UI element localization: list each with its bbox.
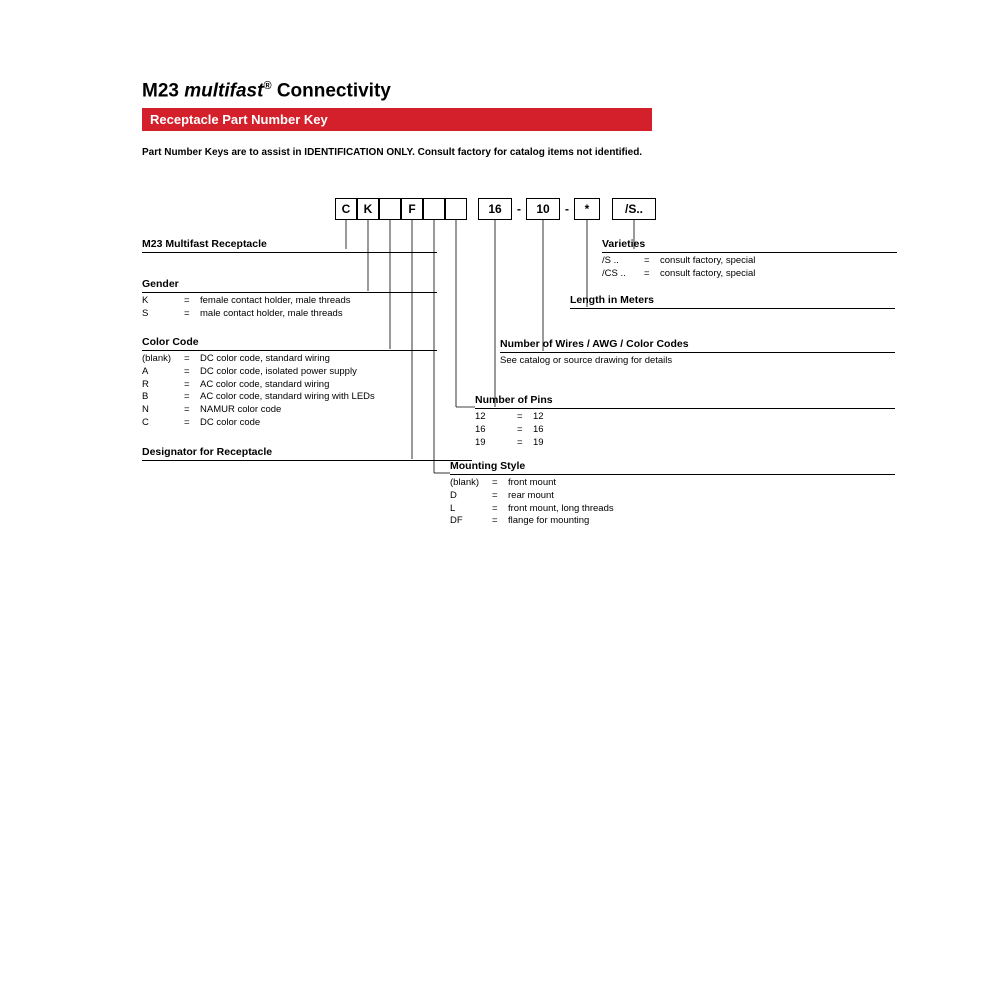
box-2 [379, 198, 401, 220]
sec-pins-body: 12=12 16=16 19=19 [475, 409, 895, 449]
sec-gender: Gender K=female contact holder, male thr… [142, 278, 437, 321]
sep-blank2 [600, 198, 612, 220]
sec-mounting-title: Mounting Style [450, 460, 895, 475]
box-3: F [401, 198, 423, 220]
box-6: 16 [478, 198, 512, 220]
sec-gender-body: K=female contact holder, male threads S=… [142, 293, 437, 321]
sec-m23: M23 Multifast Receptacle [142, 238, 437, 253]
sec-pins: Number of Pins 12=12 16=16 19=19 [475, 394, 895, 449]
box-7: 10 [526, 198, 560, 220]
box-5 [445, 198, 467, 220]
box-8: * [574, 198, 600, 220]
subtitle-bar: Receptacle Part Number Key [142, 108, 652, 131]
sec-varieties: Varieties /S ..=consult factory, special… [602, 238, 897, 281]
sec-varieties-title: Varieties [602, 238, 897, 253]
note-text: Part Number Keys are to assist in IDENTI… [142, 147, 902, 158]
sec-mounting-body: (blank)=front mount D=rear mount L=front… [450, 475, 895, 528]
box-9: /S.. [612, 198, 656, 220]
sec-colorcode-title: Color Code [142, 336, 437, 351]
sec-pins-title: Number of Pins [475, 394, 895, 409]
sec-wires: Number of Wires / AWG / Color Codes See … [500, 338, 895, 368]
sep-1: - [513, 198, 525, 220]
sec-mounting: Mounting Style (blank)=front mount D=rea… [450, 460, 895, 528]
sec-length: Length in Meters [570, 294, 895, 309]
sec-colorcode-body: (blank)=DC color code, standard wiring A… [142, 351, 437, 430]
sec-wires-sub: See catalog or source drawing for detail… [500, 353, 895, 368]
sec-gender-title: Gender [142, 278, 437, 293]
sec-designator-title: Designator for Receptacle [142, 446, 472, 461]
title-prefix: M23 [142, 80, 184, 101]
page-title: M23 multifast® Connectivity [142, 80, 902, 102]
sec-designator: Designator for Receptacle [142, 446, 472, 461]
title-suffix: Connectivity [272, 80, 391, 101]
sec-varieties-body: /S ..=consult factory, special /CS ..=co… [602, 253, 897, 281]
box-1: K [357, 198, 379, 220]
sec-length-title: Length in Meters [570, 294, 895, 309]
sec-m23-title: M23 Multifast Receptacle [142, 238, 437, 253]
box-0: C [335, 198, 357, 220]
box-4 [423, 198, 445, 220]
sep-blank [467, 198, 478, 220]
sep-2: - [561, 198, 573, 220]
title-italic: multifast [184, 80, 263, 101]
sec-colorcode: Color Code (blank)=DC color code, standa… [142, 336, 437, 430]
title-reg: ® [263, 80, 271, 92]
sec-wires-title: Number of Wires / AWG / Color Codes [500, 338, 895, 353]
